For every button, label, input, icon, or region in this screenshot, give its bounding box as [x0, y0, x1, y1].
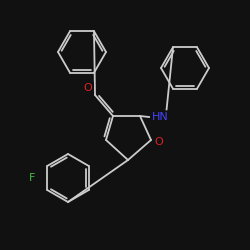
Text: O: O: [84, 83, 92, 93]
Text: O: O: [154, 137, 164, 147]
Text: F: F: [29, 173, 35, 183]
Text: HN: HN: [152, 112, 168, 122]
